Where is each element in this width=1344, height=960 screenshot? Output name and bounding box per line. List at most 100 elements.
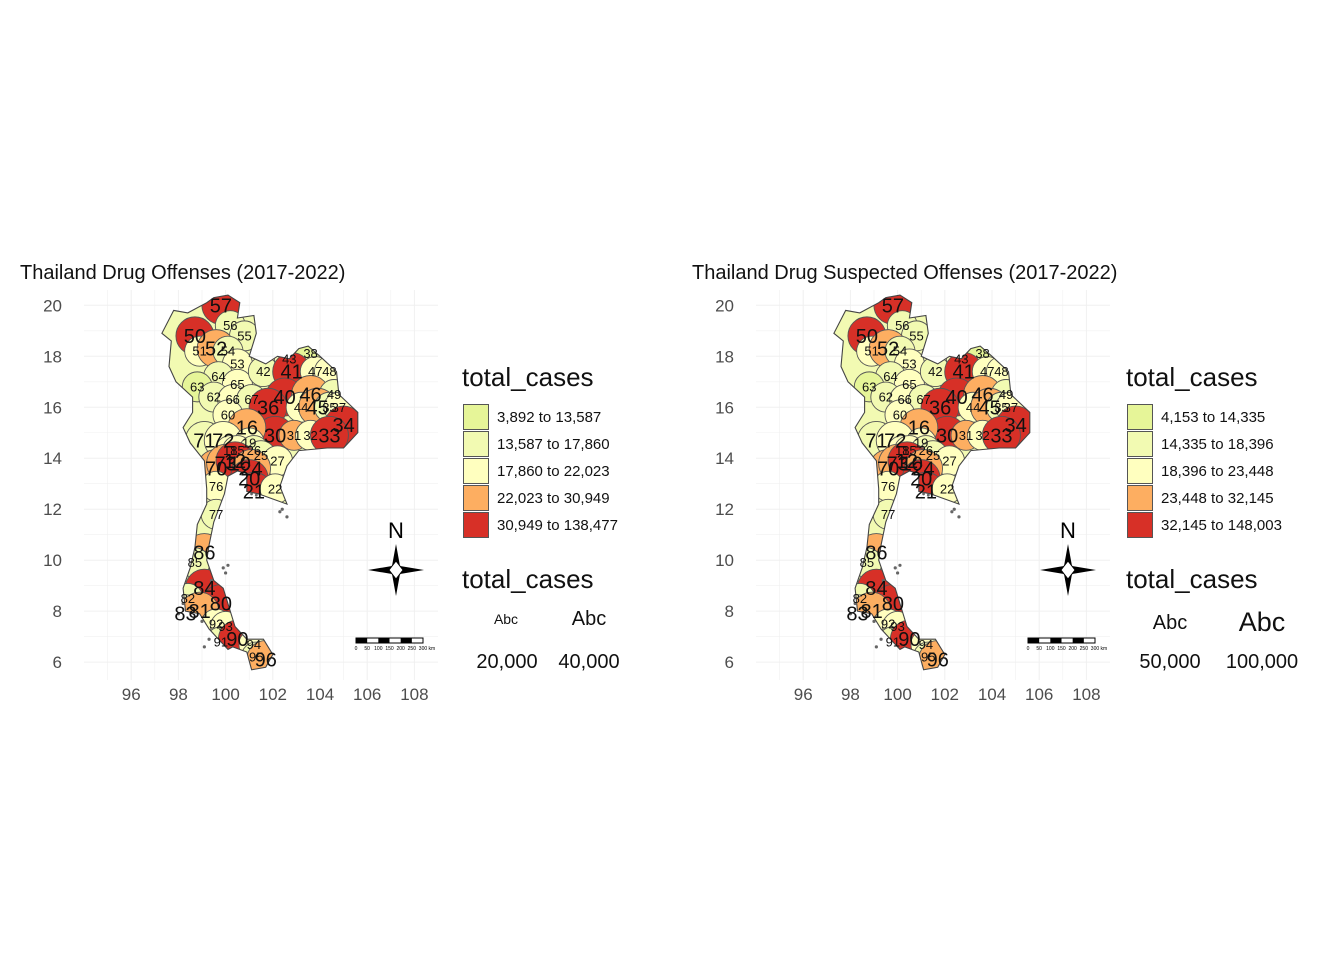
province-label: 34: [1004, 415, 1026, 437]
province-label: 67: [244, 392, 258, 407]
province-label: 51: [864, 344, 878, 359]
province-label: 18: [895, 443, 909, 458]
island: [874, 645, 878, 649]
fill-legend-item: 4,153 to 14,335: [1127, 404, 1265, 430]
island: [922, 492, 925, 496]
province-label: 63: [190, 379, 204, 394]
map-panel-suspected-offenses: Thailand Drug Suspected Offenses (2017-2…: [672, 0, 1344, 960]
island: [202, 645, 206, 649]
province-label: 84: [865, 578, 887, 600]
y-tick-label: 18: [43, 347, 62, 366]
province-label: 24: [240, 458, 262, 480]
province-label: 62: [207, 390, 221, 405]
province-label: 46: [971, 385, 993, 407]
y-tick-label: 14: [43, 449, 62, 468]
island: [209, 578, 214, 583]
province-label: 38: [303, 346, 317, 361]
island: [896, 571, 900, 575]
province-label: 21: [915, 481, 937, 503]
fill-legend-label: 23,448 to 32,145: [1161, 489, 1274, 507]
province-label: 77: [209, 507, 223, 522]
province-label: 71: [865, 430, 887, 452]
province-label: 32: [975, 428, 989, 443]
fill-legend-label: 17,860 to 22,023: [497, 462, 610, 480]
province-label: 49: [327, 387, 341, 402]
island: [250, 492, 253, 496]
y-tick-label: 18: [715, 347, 734, 366]
province-label: 73: [214, 453, 236, 475]
scalebar-segment: [400, 638, 412, 643]
province-label: 83: [174, 604, 196, 626]
fill-legend-swatch: [1127, 485, 1153, 511]
fill-legend-item: 30,949 to 138,477: [463, 512, 618, 538]
size-legend-value-large: 40,000: [558, 651, 620, 673]
province-label: 81: [861, 601, 883, 623]
province-label: 42: [928, 364, 942, 379]
province-label: 41: [281, 362, 303, 384]
fill-legend-item: 3,892 to 13,587: [463, 404, 601, 430]
island: [879, 637, 883, 641]
fill-legend-swatch: [463, 512, 489, 538]
province-label: 37: [332, 400, 346, 415]
province-label: 19: [242, 435, 256, 450]
province-label: 70: [205, 458, 227, 480]
island: [926, 493, 930, 497]
province-label: 67: [916, 392, 930, 407]
province-label: 57: [882, 295, 904, 317]
province-label: 55: [909, 328, 923, 343]
province-label: 63: [862, 379, 876, 394]
province-label: 96: [927, 650, 949, 672]
province-label: 33: [990, 425, 1012, 447]
province-label: 42: [256, 364, 270, 379]
province-label: 54: [221, 344, 235, 359]
province-label: 73: [886, 453, 908, 475]
province-label: 12: [224, 451, 246, 473]
island: [200, 619, 204, 623]
province-label: 26: [919, 443, 933, 458]
province-label: 45: [979, 397, 1001, 419]
province-label: 91: [214, 634, 228, 649]
province-label: 45: [307, 397, 329, 419]
province-label: 85: [860, 555, 874, 570]
province-label: 36: [257, 397, 279, 419]
province-label: 72: [212, 430, 234, 452]
fill-legend-item: 23,448 to 32,145: [1127, 485, 1274, 511]
scalebar-tick-label: 300 km: [1091, 646, 1107, 652]
province-label: 41: [953, 362, 975, 384]
province-label: 36: [929, 397, 951, 419]
fill-legend-swatch: [1127, 512, 1153, 538]
province-label: 94: [247, 637, 261, 652]
province-label: 16: [908, 418, 930, 440]
province-label: 43: [282, 351, 296, 366]
island: [176, 612, 180, 616]
province-label: 26: [247, 443, 261, 458]
island: [881, 578, 886, 583]
fill-legend-item: 18,396 to 23,448: [1127, 458, 1274, 484]
y-tick-label: 10: [715, 551, 734, 570]
province-label: 80: [210, 594, 232, 616]
fill-legend-label: 4,153 to 14,335: [1161, 408, 1266, 426]
province-label: 62: [879, 390, 893, 405]
province-label: 34: [332, 415, 354, 437]
province-label: 46: [299, 385, 321, 407]
scalebar-segment: [378, 638, 390, 643]
province-label: 48: [322, 364, 336, 379]
province-label: 50: [184, 326, 206, 348]
x-tick-label: 96: [122, 685, 141, 704]
province-label: 60: [893, 407, 907, 422]
map-panel-offenses: Thailand Drug Offenses (2017-2022) 20 18 1…: [20, 262, 620, 704]
province-label: 47: [308, 364, 322, 379]
province-label: 55: [237, 328, 251, 343]
north-arrow-center: [388, 560, 404, 580]
scalebar-tick-label: 0: [355, 646, 358, 652]
map-title: Thailand Drug Suspected Offenses (2017-2…: [692, 262, 1118, 284]
province-label: 30: [936, 425, 958, 447]
province-label: 37: [1004, 400, 1018, 415]
province-label: 86: [193, 543, 215, 565]
fill-legend-title: total_cases: [1126, 362, 1258, 392]
province-label: 20: [910, 469, 932, 491]
island: [853, 601, 857, 606]
island: [893, 566, 897, 570]
x-tick-label: 96: [794, 685, 813, 704]
province-label: 82: [853, 591, 867, 606]
